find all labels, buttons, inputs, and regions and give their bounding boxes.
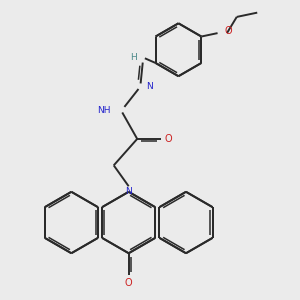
Text: H: H [130, 53, 137, 62]
Text: N: N [146, 82, 152, 91]
Text: O: O [165, 134, 172, 144]
Text: O: O [125, 278, 133, 288]
Text: N: N [125, 187, 132, 196]
Text: O: O [224, 26, 232, 36]
Text: NH: NH [97, 106, 110, 115]
